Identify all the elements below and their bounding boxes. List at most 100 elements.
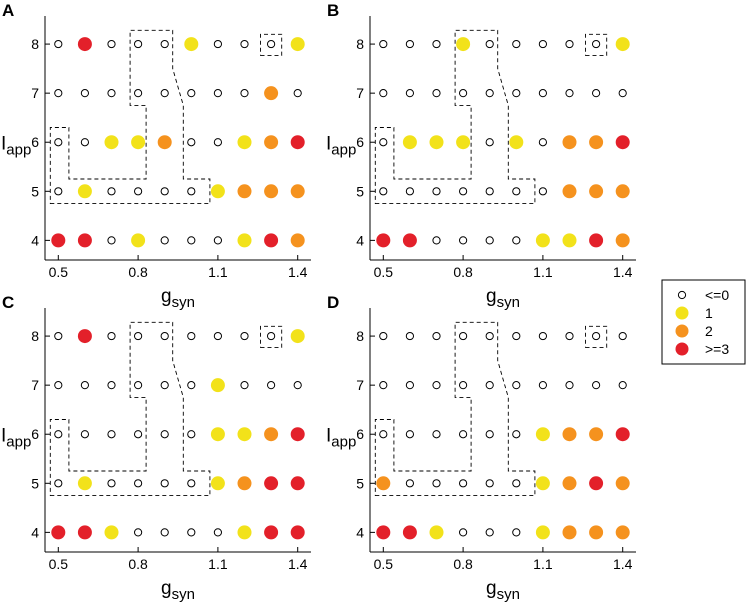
data-point-open — [512, 479, 521, 488]
data-point-open — [592, 331, 601, 341]
data-point-filled — [615, 184, 630, 199]
y-tick-label: 8 — [356, 328, 364, 344]
legend-marker — [677, 290, 687, 300]
data-point-open — [213, 138, 222, 147]
data-point-open — [512, 39, 521, 49]
data-point-open — [485, 479, 494, 488]
data-point-open — [379, 89, 388, 98]
data-point-filled — [264, 525, 279, 540]
data-point-open — [54, 187, 63, 196]
data-point-open — [160, 236, 169, 245]
data-point-open — [432, 187, 441, 196]
legend: <=0 1 2 >=3 — [661, 279, 746, 365]
data-point-open — [107, 381, 116, 390]
data-point-filled — [210, 378, 225, 393]
data-point-open — [160, 187, 169, 196]
y-tick-label: 5 — [31, 183, 39, 199]
data-point-filled — [535, 427, 550, 442]
data-point-filled — [376, 525, 391, 540]
data-point-filled — [290, 525, 305, 540]
data-point-open — [134, 479, 143, 488]
data-point-open — [107, 331, 116, 341]
data-point-filled — [535, 476, 550, 491]
data-point-open — [80, 89, 90, 98]
data-point-open — [80, 381, 90, 390]
data-point-filled — [535, 525, 550, 540]
data-point-open — [432, 479, 441, 488]
data-point-open — [187, 187, 196, 196]
data-point-open — [459, 381, 468, 390]
data-point-filled — [210, 427, 225, 442]
x-tick-label: 0.5 — [49, 556, 69, 572]
data-point-open — [485, 381, 494, 390]
y-tick-label: 8 — [31, 328, 39, 344]
y-tick-label: 8 — [356, 36, 364, 52]
data-point-open — [485, 430, 494, 439]
data-point-filled — [376, 233, 391, 248]
x-tick-label: 1.4 — [613, 556, 633, 572]
data-point-filled — [562, 476, 577, 491]
data-point-open — [160, 89, 169, 98]
data-point-open — [485, 187, 494, 196]
data-point-filled — [456, 37, 471, 52]
data-point-open — [54, 430, 63, 439]
data-point-filled — [77, 233, 92, 248]
data-point-open — [187, 89, 196, 98]
panel-d: D 0.5 0.8 1.1 1.4 4 5 6 7 8 gsyn Iapp — [326, 293, 636, 603]
data-point-open — [107, 479, 116, 488]
data-point-open — [134, 89, 143, 98]
data-point-open — [538, 381, 548, 390]
data-point-open — [379, 39, 388, 49]
panel-letter: A — [2, 1, 14, 20]
data-point-open — [134, 331, 143, 341]
data-point-open — [80, 138, 90, 147]
data-point-open — [213, 39, 222, 49]
data-point-open — [459, 236, 468, 245]
data-point-filled — [264, 427, 279, 442]
data-point-open — [459, 331, 468, 341]
legend-marker — [675, 306, 689, 320]
data-point-open — [213, 89, 222, 98]
data-point-filled — [237, 184, 252, 199]
x-tick-label: 1.1 — [533, 264, 553, 280]
data-point-filled — [77, 37, 92, 52]
data-point-open — [187, 381, 196, 390]
x-tick-label: 1.1 — [208, 264, 228, 280]
legend-label: >=3 — [705, 341, 729, 357]
data-point-open — [485, 331, 494, 341]
y-tick-label: 5 — [356, 475, 364, 491]
data-point-filled — [77, 329, 92, 344]
y-axis-label: Iapp — [1, 134, 31, 159]
y-tick-label: 4 — [356, 232, 364, 248]
data-point-open — [432, 89, 441, 98]
x-tick-label: 0.8 — [128, 264, 148, 280]
data-point-filled — [237, 525, 252, 540]
data-point-open — [379, 381, 388, 390]
data-point-filled — [429, 525, 444, 540]
data-point-filled — [264, 135, 279, 150]
data-point-open — [379, 430, 388, 439]
data-point-open — [618, 381, 627, 390]
y-axis-label-sub: app — [331, 434, 356, 451]
x-tick-label: 1.4 — [288, 264, 308, 280]
legend-label: 1 — [705, 305, 713, 321]
data-point-filled — [376, 476, 391, 491]
data-point-open — [54, 381, 63, 390]
x-axis-label: gsyn — [486, 578, 520, 603]
y-axis-label-sub: app — [6, 142, 31, 159]
data-point-filled — [184, 37, 199, 52]
panel-letter: B — [327, 1, 339, 20]
legend-marker — [675, 324, 689, 338]
y-tick-label: 6 — [31, 426, 39, 442]
data-point-open — [565, 89, 574, 98]
data-point-filled — [589, 135, 604, 150]
panel-c: C 0.5 0.8 1.1 1.4 4 5 6 7 8 gsyn Iapp — [1, 293, 311, 603]
data-point-open — [134, 39, 143, 49]
data-point-open — [213, 236, 222, 245]
data-point-open — [432, 381, 441, 390]
data-point-open — [80, 430, 90, 439]
data-point-open — [538, 187, 548, 196]
y-axis-label: Iapp — [326, 426, 356, 451]
data-point-open — [565, 381, 574, 390]
data-point-filled — [290, 329, 305, 344]
